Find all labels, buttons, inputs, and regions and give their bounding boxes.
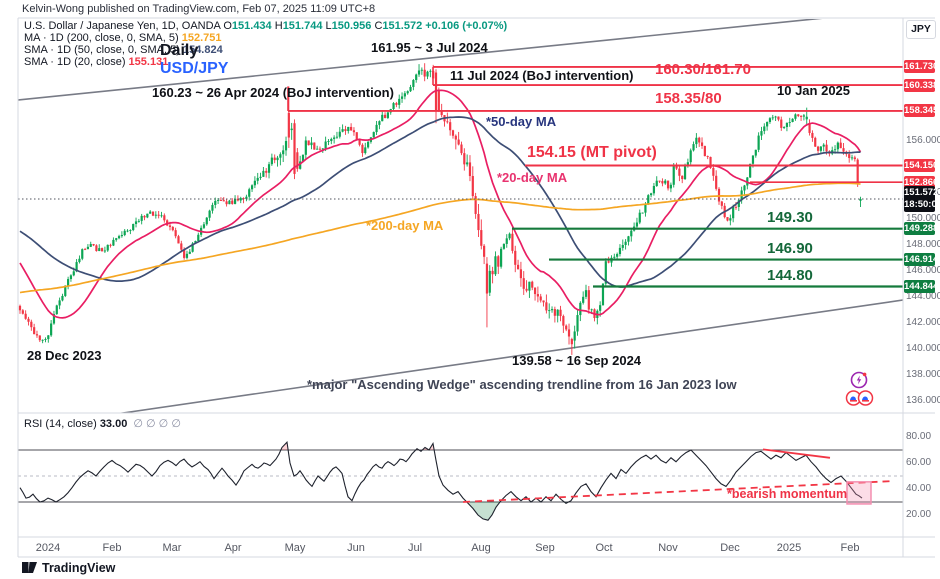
price-tick: 140.000	[906, 343, 940, 355]
annotation-wedge-note: *major "Ascending Wedge" ascending trend…	[307, 377, 737, 392]
time-label: Aug	[471, 542, 491, 554]
sma50-value: 154.824	[182, 44, 223, 56]
currency-scale-button[interactable]: JPY	[906, 20, 936, 39]
ma-line-SMA50	[19, 116, 861, 288]
price-badge: 161.730	[904, 60, 939, 74]
annotation-pivot-note: 154.15 (MT pivot)	[527, 144, 657, 161]
ohlc-high-label: H	[274, 20, 283, 32]
annotation-support-149: 149.30	[767, 209, 813, 226]
rsi-value: 33.00	[99, 418, 128, 430]
price-tick: 146.000	[906, 265, 940, 277]
published-line: Kelvin-Wong published on TradingView.com…	[22, 3, 376, 15]
tradingview-logo-text: TradingView	[42, 560, 116, 575]
price-badge: 158.345	[904, 104, 939, 118]
price-tick: 148.000	[906, 239, 940, 251]
ohlc-close-label: C	[374, 20, 383, 32]
ohlc-high-value: 151.744	[282, 20, 323, 32]
annotation-ma50-note: *50-day MA	[486, 114, 557, 129]
price-tick: 136.000	[906, 395, 940, 407]
price-pane[interactable]	[18, 10, 903, 425]
ma200-legend-row[interactable]: MA · 1D (200, close, 0, SMA, 5) 152.751	[24, 32, 222, 44]
ohlc-close-value: 151.572	[382, 20, 423, 32]
annotation-dec-low: 28 Dec 2023	[27, 348, 102, 363]
annotation-sep-low: 139.58 ~ 16 Sep 2024	[512, 353, 642, 368]
timeframe-label: Daily	[160, 42, 199, 59]
ma200-value: 152.751	[181, 32, 222, 44]
time-label: Feb	[840, 542, 860, 554]
price-badge: 152.866	[904, 175, 939, 189]
sma20-legend-row[interactable]: SMA · 1D (20, close) 155.131	[24, 56, 168, 68]
price-badge: 144.844	[904, 279, 939, 293]
time-label: Jul	[407, 542, 423, 554]
rsi-pane[interactable]	[18, 441, 903, 521]
annotation-ma200-note: *200-day MA	[366, 218, 444, 233]
bar-countdown: 18:50:09	[904, 199, 940, 210]
price-tick: 156.000	[906, 135, 940, 147]
ohlc-open-label: O	[223, 20, 232, 32]
rsi-legend-row[interactable]: RSI (14, close) 33.00 ∅ ∅ ∅ ∅	[24, 417, 181, 430]
annotation-support-146: 146.90	[767, 240, 813, 257]
time-label: Mar	[162, 542, 182, 554]
annotation-jul-intervention: 11 Jul 2024 (BoJ intervention)	[450, 68, 634, 83]
ma-line-SMA20	[19, 89, 862, 319]
rsi-tick: 60.00	[906, 457, 932, 468]
time-label: Apr	[224, 542, 242, 554]
rsi-line	[19, 441, 863, 521]
price-tick: 150.000	[906, 213, 940, 225]
ma200-label: MA · 1D (200, close, 0, SMA, 5)	[24, 32, 179, 44]
annotation-zone-mid: 158.35/80	[655, 90, 722, 107]
annotation-apr-peak: 160.23 ~ 26 Apr 2024 (BoJ intervention)	[152, 85, 394, 100]
flash-icon[interactable]	[850, 371, 868, 394]
time-label: May	[284, 542, 306, 554]
time-label: Nov	[658, 542, 678, 554]
rsi-tick: 80.00	[906, 431, 932, 442]
minds-icon[interactable]	[845, 389, 875, 412]
rsi-empty-markers: ∅ ∅ ∅ ∅	[133, 418, 181, 430]
price-tick: 142.000	[906, 317, 940, 329]
annotation-bearish-momentum: *bearish momentum	[727, 487, 848, 501]
change-value: +0.106 (+0.07%)	[425, 20, 508, 32]
pair-label: USD/JPY	[160, 60, 229, 77]
current-price-badge: 151.572 18:50:09	[904, 186, 940, 212]
symbol-title: U.S. Dollar / Japanese Yen, 1D, OANDA	[24, 20, 221, 32]
time-label: 2024	[35, 542, 61, 554]
time-label: Jun	[347, 542, 365, 554]
sma20-label: SMA · 1D (20, close)	[24, 56, 126, 68]
price-badge: 149.288	[904, 222, 939, 236]
tradingview-branding[interactable]: TradingView	[22, 560, 115, 575]
symbol-legend-row[interactable]: U.S. Dollar / Japanese Yen, 1D, OANDA O1…	[24, 20, 507, 32]
ma-line-MA200	[19, 182, 861, 294]
sma50-label: SMA · 1D (50, close, 0, SMA, 5)	[24, 44, 180, 56]
ohlc-low-value: 150.956	[331, 20, 372, 32]
ohlc-low-label: L	[325, 20, 332, 32]
rsi-title: RSI (14, close)	[24, 418, 97, 430]
sma20-value: 155.131	[128, 56, 169, 68]
annotation-zone-upper: 160.30/161.70	[655, 61, 751, 78]
rsi-highlight-box	[846, 481, 872, 505]
price-badge: 154.150	[904, 158, 939, 172]
price-badge: 146.914	[904, 253, 939, 267]
time-label: Oct	[595, 542, 613, 554]
annotation-ma20-note: *20-day MA	[497, 170, 568, 185]
time-label: 2025	[776, 542, 802, 554]
annotation-support-144: 144.80	[767, 267, 813, 284]
rsi-tick: 20.00	[906, 509, 932, 520]
time-label: Feb	[102, 542, 122, 554]
ohlc-open-value: 151.434	[231, 20, 272, 32]
price-tick: 138.000	[906, 369, 940, 381]
tradingview-logo-icon	[22, 562, 37, 573]
time-label: Dec	[720, 542, 740, 554]
price-badge: 160.338	[904, 78, 939, 92]
sma50-legend-row[interactable]: SMA · 1D (50, close, 0, SMA, 5) 154.824	[24, 44, 223, 56]
price-tick: 144.000	[906, 291, 940, 303]
annotation-jul-peak: 161.95 ~ 3 Jul 2024	[371, 40, 488, 55]
annotation-jan-peak: 10 Jan 2025	[777, 83, 851, 98]
rsi-tick: 40.00	[906, 483, 932, 494]
time-label: Sep	[535, 542, 555, 554]
current-price-value: 151.572	[904, 187, 939, 198]
